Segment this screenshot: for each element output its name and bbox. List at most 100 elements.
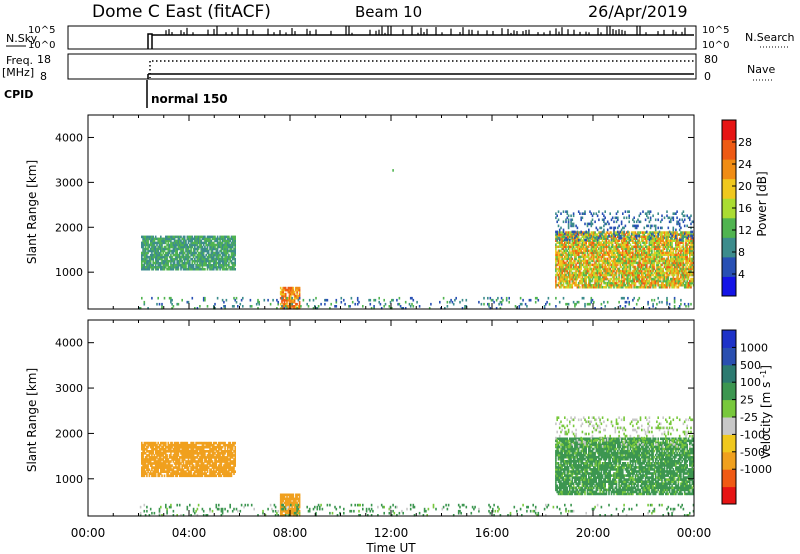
data-cell: [635, 267, 638, 271]
data-cell: [647, 269, 649, 273]
data-cell: [565, 241, 567, 244]
y-tick-label: 2000: [55, 221, 83, 234]
data-cell: [152, 456, 154, 459]
data-cell: [681, 269, 683, 273]
data-cell: [676, 247, 678, 251]
data-cell: [202, 249, 205, 253]
data-cell: [668, 307, 671, 310]
data-cell: [586, 233, 589, 236]
data-cell: [195, 265, 197, 269]
data-cell: [639, 255, 642, 259]
data-cell: [148, 458, 151, 461]
data-cell: [685, 305, 687, 308]
data-cell: [671, 259, 673, 263]
data-cell: [637, 255, 639, 259]
data-cell: [210, 259, 213, 263]
data-cell: [662, 283, 664, 287]
data-cell: [676, 259, 678, 263]
data-cell: [565, 261, 567, 265]
data-cell: [666, 279, 668, 283]
data-cell: [627, 269, 629, 273]
data-cell: [558, 275, 561, 279]
data-cell: [162, 466, 165, 469]
data-cell: [287, 307, 290, 310]
data-cell: [175, 241, 177, 245]
data-cell: [555, 285, 557, 289]
data-cell: [189, 265, 191, 269]
data-cell: [170, 237, 172, 241]
data-cell: [154, 267, 157, 271]
data-cell: [672, 285, 675, 289]
data-cell: [450, 298, 452, 302]
data-cell: [668, 261, 671, 265]
data-cell: [562, 230, 565, 234]
data-cell: [657, 239, 659, 242]
data-cell: [166, 470, 168, 473]
data-cell: [665, 277, 667, 281]
data-cell: [619, 253, 622, 257]
data-cell: [625, 235, 628, 238]
data-cell: [682, 253, 685, 257]
data-cell: [603, 269, 605, 273]
data-cell: [180, 251, 182, 255]
data-cell: [600, 255, 603, 259]
data-cell: [167, 468, 170, 471]
data-cell: [200, 255, 202, 259]
data-cell: [142, 472, 144, 475]
data-cell: [564, 273, 566, 277]
data-cell: [632, 275, 634, 279]
data-cell: [624, 273, 627, 277]
data-cell: [649, 261, 652, 265]
data-cell: [500, 302, 503, 306]
data-cell: [566, 249, 569, 253]
data-cell: [178, 257, 181, 261]
data-cell: [182, 257, 185, 261]
data-cell: [659, 285, 662, 289]
data-cell: [152, 265, 154, 269]
data-cell: [620, 253, 623, 257]
data-cell: [671, 216, 673, 220]
data-cell: [166, 257, 168, 261]
data-cell: [604, 277, 606, 281]
data-cell: [657, 234, 659, 238]
data-cell: [593, 255, 595, 259]
data-cell: [157, 255, 159, 259]
data-cell: [691, 243, 694, 246]
data-cell: [638, 239, 641, 242]
data-cell: [672, 231, 675, 234]
data-cell: [580, 249, 582, 253]
data-cell: [627, 275, 629, 279]
data-cell: [639, 247, 642, 251]
data-cell: [237, 305, 239, 308]
data-cell: [624, 255, 627, 259]
data-cell: [599, 285, 601, 289]
data-cell: [654, 233, 657, 236]
data-cell: [286, 298, 288, 302]
data-cell: [141, 263, 143, 267]
data-cell: [153, 456, 156, 459]
data-cell: [638, 259, 641, 263]
data-cell: [147, 466, 149, 469]
data-cell: [176, 261, 178, 265]
data-cell: [141, 259, 143, 263]
data-cell: [574, 253, 576, 257]
data-cell: [508, 296, 510, 300]
data-cell: [225, 241, 228, 245]
data-cell: [191, 267, 194, 271]
data-cell: [673, 273, 676, 277]
data-cell: [556, 238, 558, 242]
data-cell: [142, 235, 144, 239]
data-cell: [204, 257, 206, 261]
data-cell: [643, 257, 646, 261]
data-cell: [446, 305, 449, 308]
data-cell: [181, 247, 183, 251]
data-cell: [690, 302, 692, 306]
data-cell: [213, 263, 215, 267]
data-cell: [560, 212, 562, 215]
data-cell: [144, 261, 147, 265]
data-cell: [642, 251, 644, 255]
data-cell: [211, 255, 214, 259]
data-cell: [585, 247, 587, 251]
data-cell: [588, 263, 590, 267]
data-cell: [591, 253, 594, 257]
